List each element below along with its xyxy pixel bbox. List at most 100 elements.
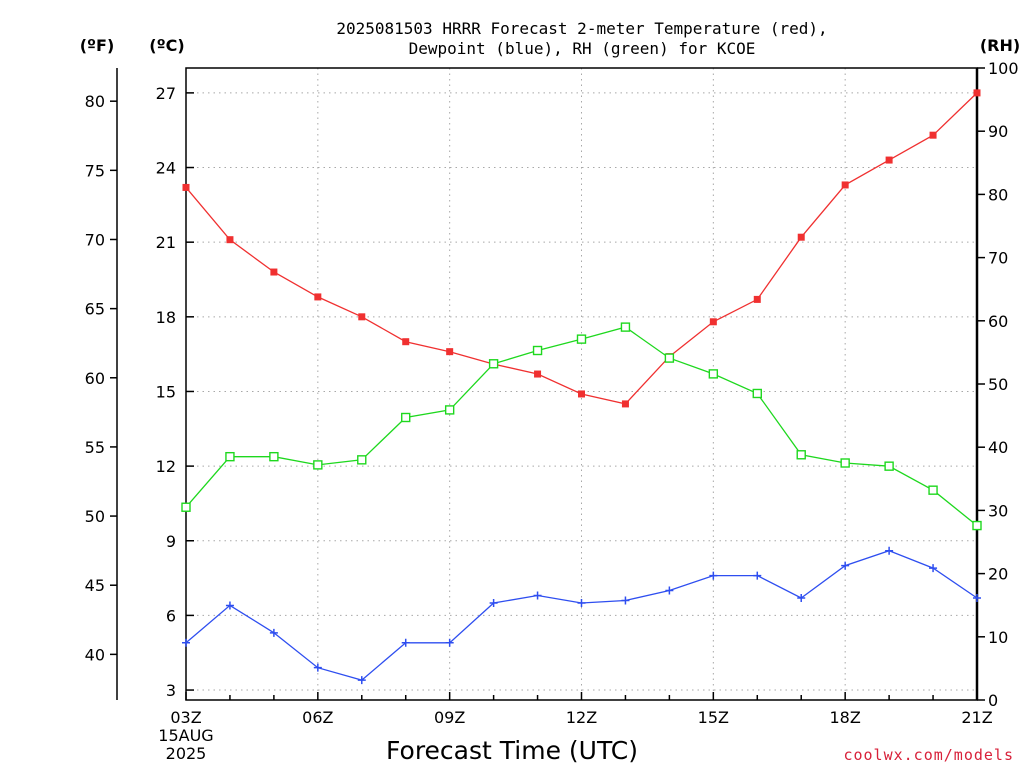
dewpoint-point: [709, 571, 718, 580]
temperature-point: [446, 348, 454, 356]
dewpoint-point: [973, 593, 981, 602]
rh-tick-label: 60: [988, 312, 1008, 331]
fahrenheit-tick-label: 55: [85, 438, 105, 457]
chart-title: 2025081503 HRRR Forecast 2-meter Tempera…: [336, 19, 827, 38]
dewpoint-point: [797, 593, 806, 602]
x-tick-label: 09Z: [434, 708, 465, 727]
rh-point: [269, 451, 279, 462]
rh-point: [752, 388, 762, 399]
celsius-tick-label: 27: [156, 84, 176, 103]
rh-tick-label: 80: [988, 185, 1008, 204]
x-tick-label: 21Z: [961, 708, 992, 727]
x-axis-title: Forecast Time (UTC): [386, 736, 638, 765]
rh-point: [664, 353, 675, 363]
fahrenheit-tick-label: 45: [85, 576, 105, 595]
rh-point: [488, 359, 499, 369]
rh-tick-label: 100: [988, 59, 1019, 78]
rh-point: [357, 455, 367, 465]
rh-point: [884, 461, 894, 471]
x-tick-label: 12Z: [566, 708, 597, 727]
dewpoint-point: [665, 586, 674, 595]
rh-point: [181, 502, 191, 512]
rh-point: [313, 460, 323, 470]
rh-point: [620, 322, 631, 332]
x-tick-label: 15Z: [698, 708, 729, 727]
celsius-tick-label: 18: [156, 308, 176, 327]
rh-point: [840, 458, 850, 468]
rh-point: [532, 345, 543, 356]
celsius-tick-label: 21: [156, 233, 176, 252]
fahrenheit-unit-label: (ºF): [80, 36, 115, 55]
x-tick-label: 18Z: [830, 708, 861, 727]
temperature-point: [621, 400, 629, 408]
temperature-point: [841, 181, 849, 189]
temperature-point: [534, 370, 542, 378]
plot-area: 3 6 9 12 15 18 21 24 27 40 45 50 55 60 65 70 75 80 0 10 20 30…: [85, 59, 1019, 727]
credit-text: coolwx.com/models: [843, 746, 1014, 764]
dewpoint-point: [269, 628, 278, 637]
rh-tick-label: 70: [988, 249, 1008, 268]
temperature-point: [270, 268, 278, 276]
temperature-point: [358, 313, 366, 321]
celsius-tick-label: 12: [156, 457, 176, 476]
temperature-point: [226, 236, 234, 244]
dewpoint-point: [401, 638, 410, 647]
dewpoint-point: [225, 601, 234, 610]
fahrenheit-tick-label: 75: [85, 161, 105, 180]
dewpoint-point: [182, 638, 190, 647]
celsius-tick-label: 24: [156, 159, 176, 178]
rh-tick-label: 0: [988, 691, 998, 710]
x-tick-label: 03Z: [170, 708, 201, 727]
rh-point: [972, 520, 982, 531]
dewpoint-point: [357, 676, 366, 685]
chart-subtitle: Dewpoint (blue), RH (green) for KCOE: [409, 39, 756, 58]
fahrenheit-tick-label: 80: [85, 92, 105, 111]
fahrenheit-tick-label: 65: [85, 300, 105, 319]
rh-tick-label: 20: [988, 565, 1008, 584]
celsius-tick-label: 15: [156, 382, 176, 401]
dewpoint-point: [929, 564, 938, 573]
rh-point: [576, 334, 587, 344]
dewpoint-point: [577, 598, 586, 607]
fahrenheit-tick-label: 40: [85, 645, 105, 664]
temperature-point: [402, 338, 410, 346]
x-date-line-1: 15AUG: [158, 726, 213, 745]
dewpoint-point: [753, 571, 762, 580]
rh-point: [225, 451, 235, 462]
temperature-point: [314, 293, 322, 301]
dewpoint-point: [313, 663, 322, 672]
celsius-tick-label: 3: [166, 681, 176, 700]
x-date-line-2: 2025: [166, 744, 207, 763]
rh-unit-label: (RH): [980, 36, 1020, 55]
rh-point: [444, 405, 455, 415]
fahrenheit-tick-label: 60: [85, 369, 105, 388]
rh-point: [796, 450, 806, 460]
celsius-tick-label: 9: [166, 532, 176, 551]
temperature-point: [973, 89, 981, 97]
rh-point: [928, 485, 938, 495]
dewpoint-point: [621, 596, 630, 605]
rh-point: [401, 412, 411, 423]
rh-tick-label: 40: [988, 438, 1008, 457]
rh-tick-label: 50: [988, 375, 1008, 394]
fahrenheit-tick-label: 70: [85, 230, 105, 249]
celsius-unit-label: (ºC): [149, 36, 184, 55]
x-tick-label: 06Z: [302, 708, 333, 727]
temperature-point: [578, 390, 585, 398]
temperature-point: [929, 131, 937, 139]
dewpoint-point: [885, 546, 894, 555]
dewpoint-point: [489, 598, 498, 607]
rh-tick-label: 90: [988, 122, 1008, 141]
rh-tick-label: 10: [988, 628, 1008, 647]
dewpoint-point: [841, 561, 850, 570]
fahrenheit-tick-label: 50: [85, 507, 105, 526]
rh-tick-label: 30: [988, 501, 1008, 520]
rh-point: [708, 369, 719, 379]
celsius-tick-label: 6: [166, 606, 176, 625]
temperature-point: [753, 295, 761, 303]
dewpoint-point: [445, 638, 454, 647]
temperature-point: [797, 233, 805, 241]
temperature-point: [182, 183, 190, 191]
temperature-point: [885, 156, 893, 164]
